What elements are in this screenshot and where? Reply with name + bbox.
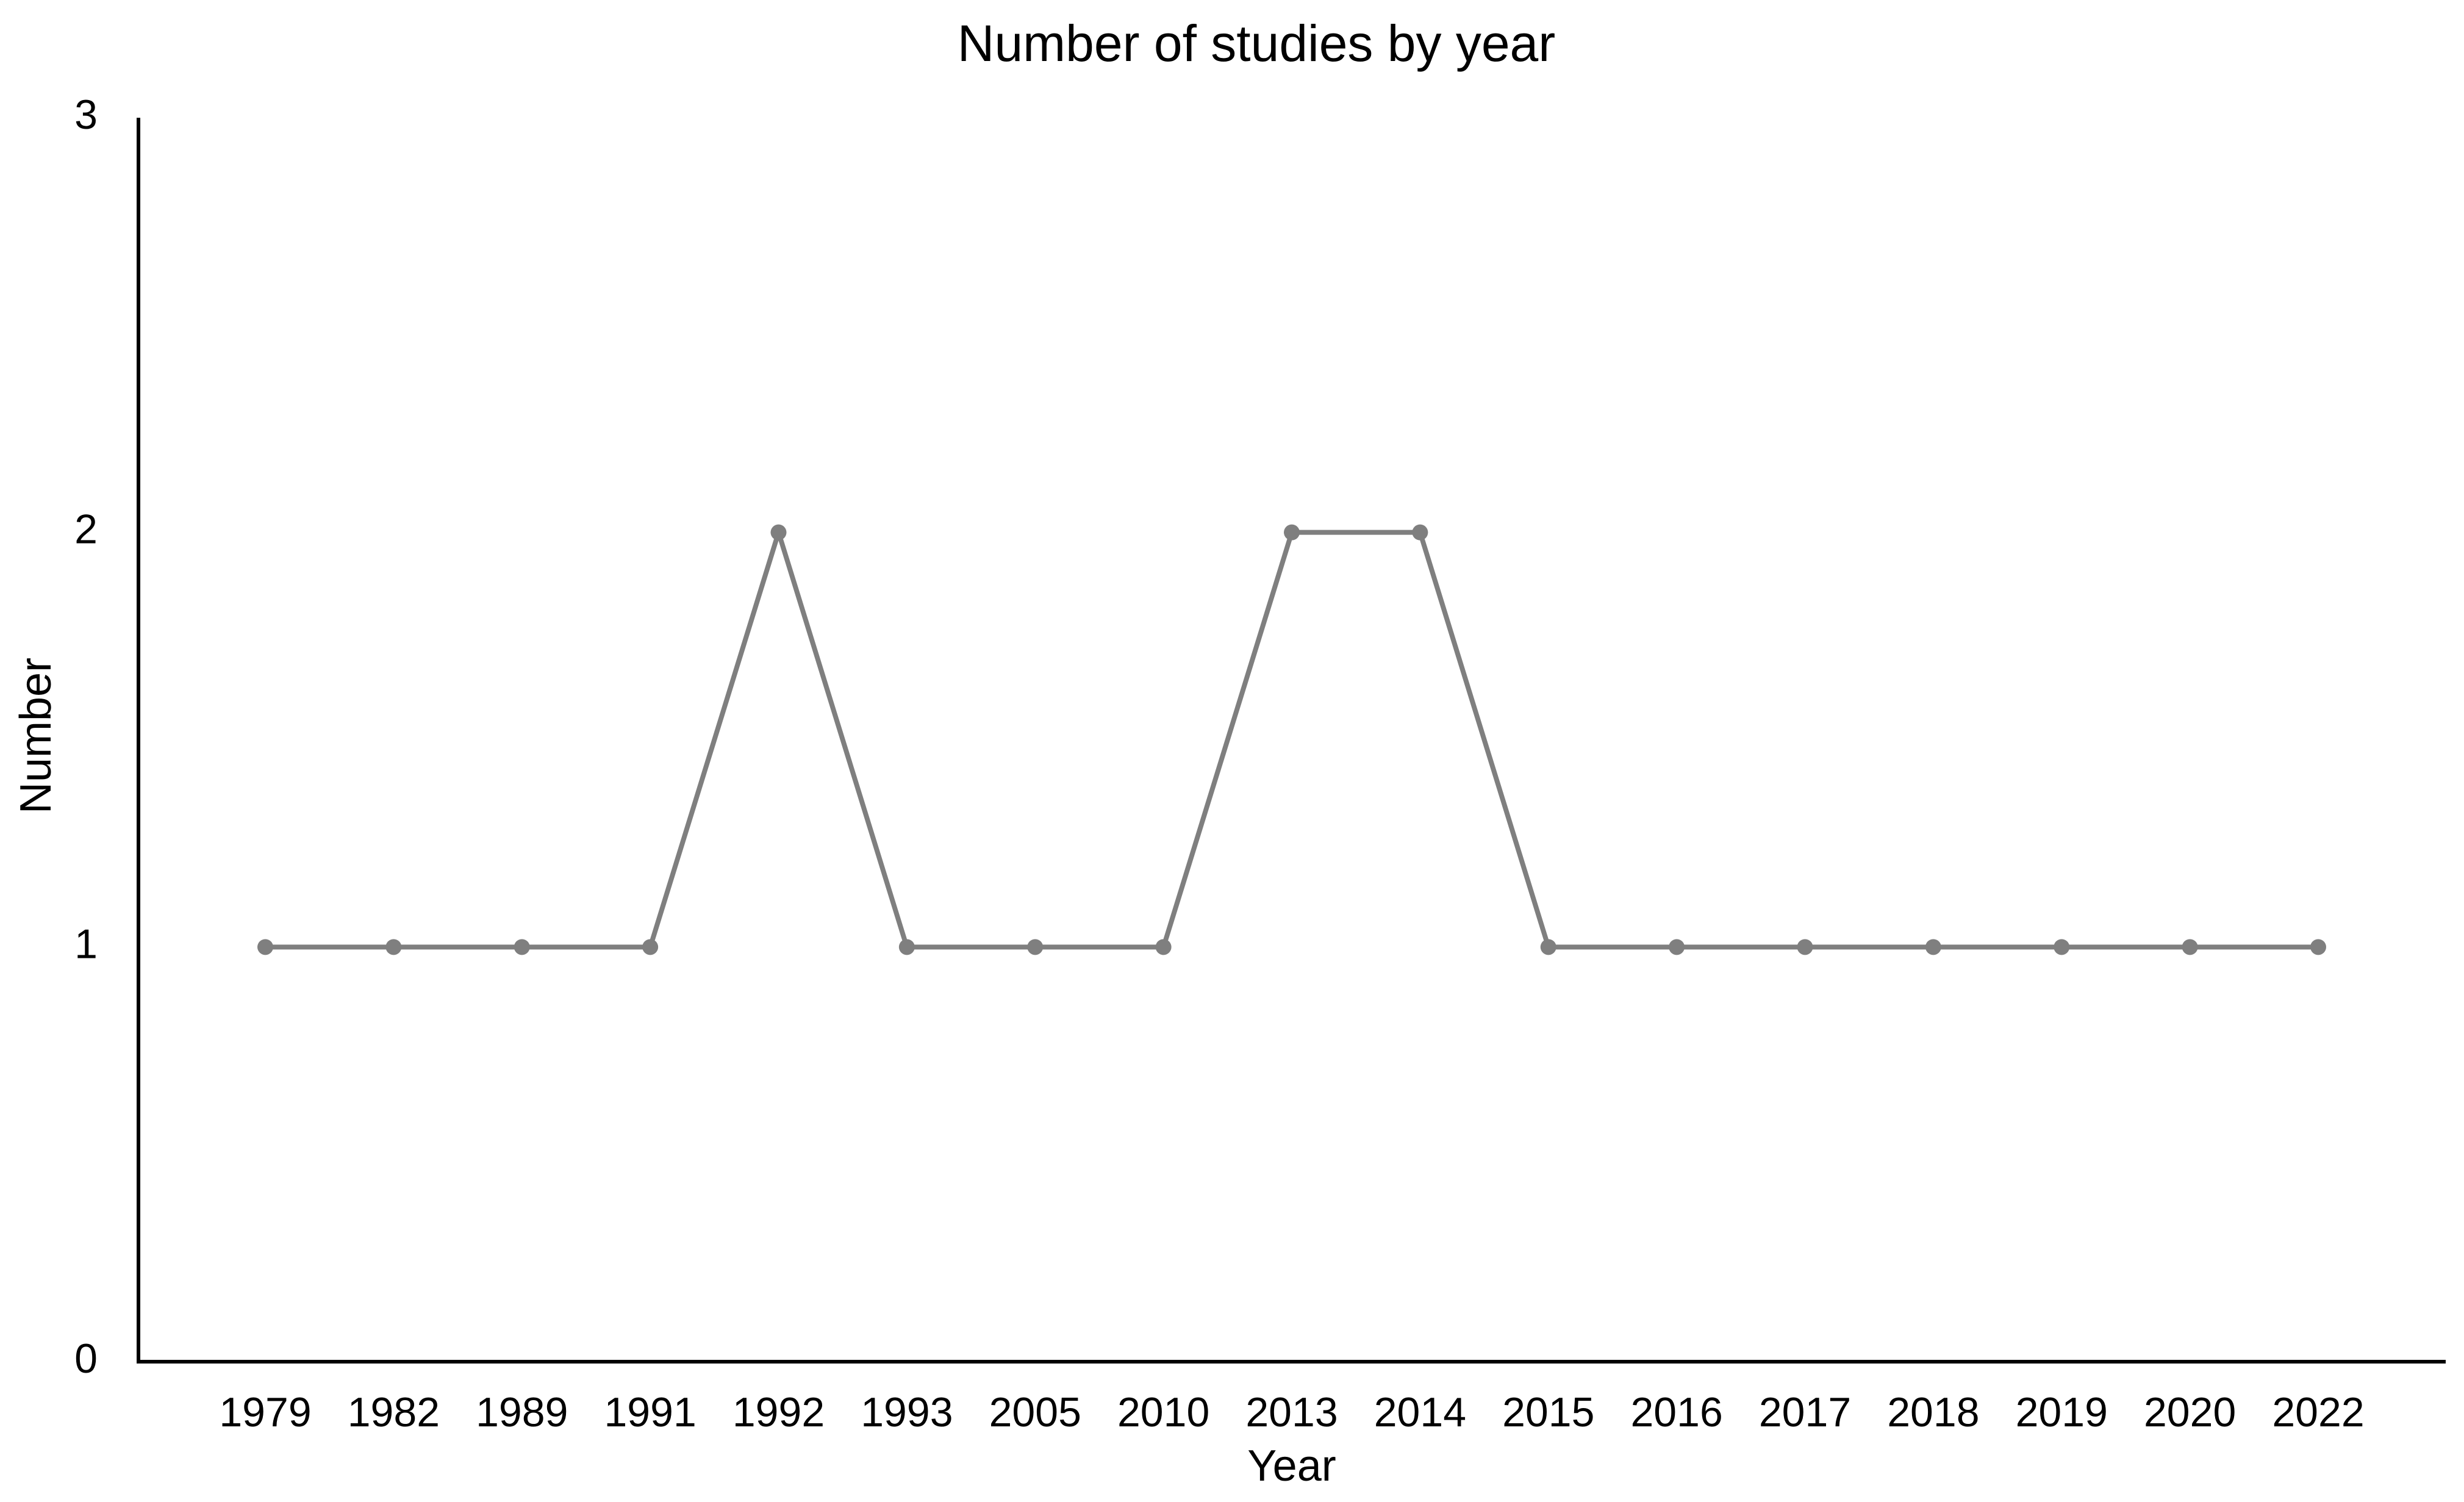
x-tick-label: 2019	[2016, 1389, 2108, 1436]
data-point	[2054, 939, 2070, 955]
data-point	[1412, 524, 1428, 541]
data-point	[1027, 939, 1044, 955]
data-point	[514, 939, 530, 955]
x-tick-label: 2005	[989, 1389, 1081, 1436]
x-tick-label: 1979	[219, 1389, 311, 1436]
x-tick-label: 2010	[1117, 1389, 1209, 1436]
x-tick-label: 2022	[2272, 1389, 2364, 1436]
data-point	[770, 524, 787, 541]
x-tick-label: 2013	[1245, 1389, 1338, 1436]
x-tick-label: 2016	[1630, 1389, 1722, 1436]
data-point	[1797, 939, 1813, 955]
x-tick-label: 1982	[348, 1389, 440, 1436]
x-tick-label: 1991	[604, 1389, 696, 1436]
x-tick-label: 1993	[861, 1389, 953, 1436]
data-point	[2182, 939, 2198, 955]
chart-title: Number of studies by year	[958, 15, 1555, 72]
x-tick-label: 1992	[732, 1389, 825, 1436]
y-axis-title: Number	[12, 658, 60, 814]
x-tick-label: 2014	[1374, 1389, 1466, 1436]
y-tick-label: 0	[74, 1335, 98, 1382]
y-tick-label: 2	[74, 506, 98, 553]
data-point	[1669, 939, 1685, 955]
x-tick-label: 1989	[476, 1389, 568, 1436]
x-axis-title: Year	[1247, 1442, 1336, 1490]
data-point	[1540, 939, 1556, 955]
data-point	[1284, 524, 1300, 541]
data-point	[385, 939, 402, 955]
data-point	[1925, 939, 1941, 955]
x-tick-label: 2015	[1502, 1389, 1594, 1436]
x-tick-label: 2017	[1759, 1389, 1851, 1436]
data-point	[2310, 939, 2326, 955]
data-point	[1155, 939, 1172, 955]
y-tick-label: 3	[74, 92, 98, 138]
y-tick-label: 1	[74, 921, 98, 967]
x-tick-label: 2020	[2144, 1389, 2236, 1436]
x-tick-label: 2018	[1887, 1389, 1979, 1436]
data-point	[898, 939, 915, 955]
data-point	[257, 939, 273, 955]
data-point	[642, 939, 659, 955]
